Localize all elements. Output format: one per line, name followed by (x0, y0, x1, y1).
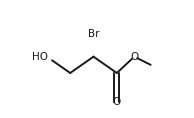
Text: Br: Br (88, 29, 99, 39)
Text: HO: HO (32, 52, 48, 62)
Text: O: O (113, 97, 121, 107)
Text: O: O (130, 52, 139, 62)
